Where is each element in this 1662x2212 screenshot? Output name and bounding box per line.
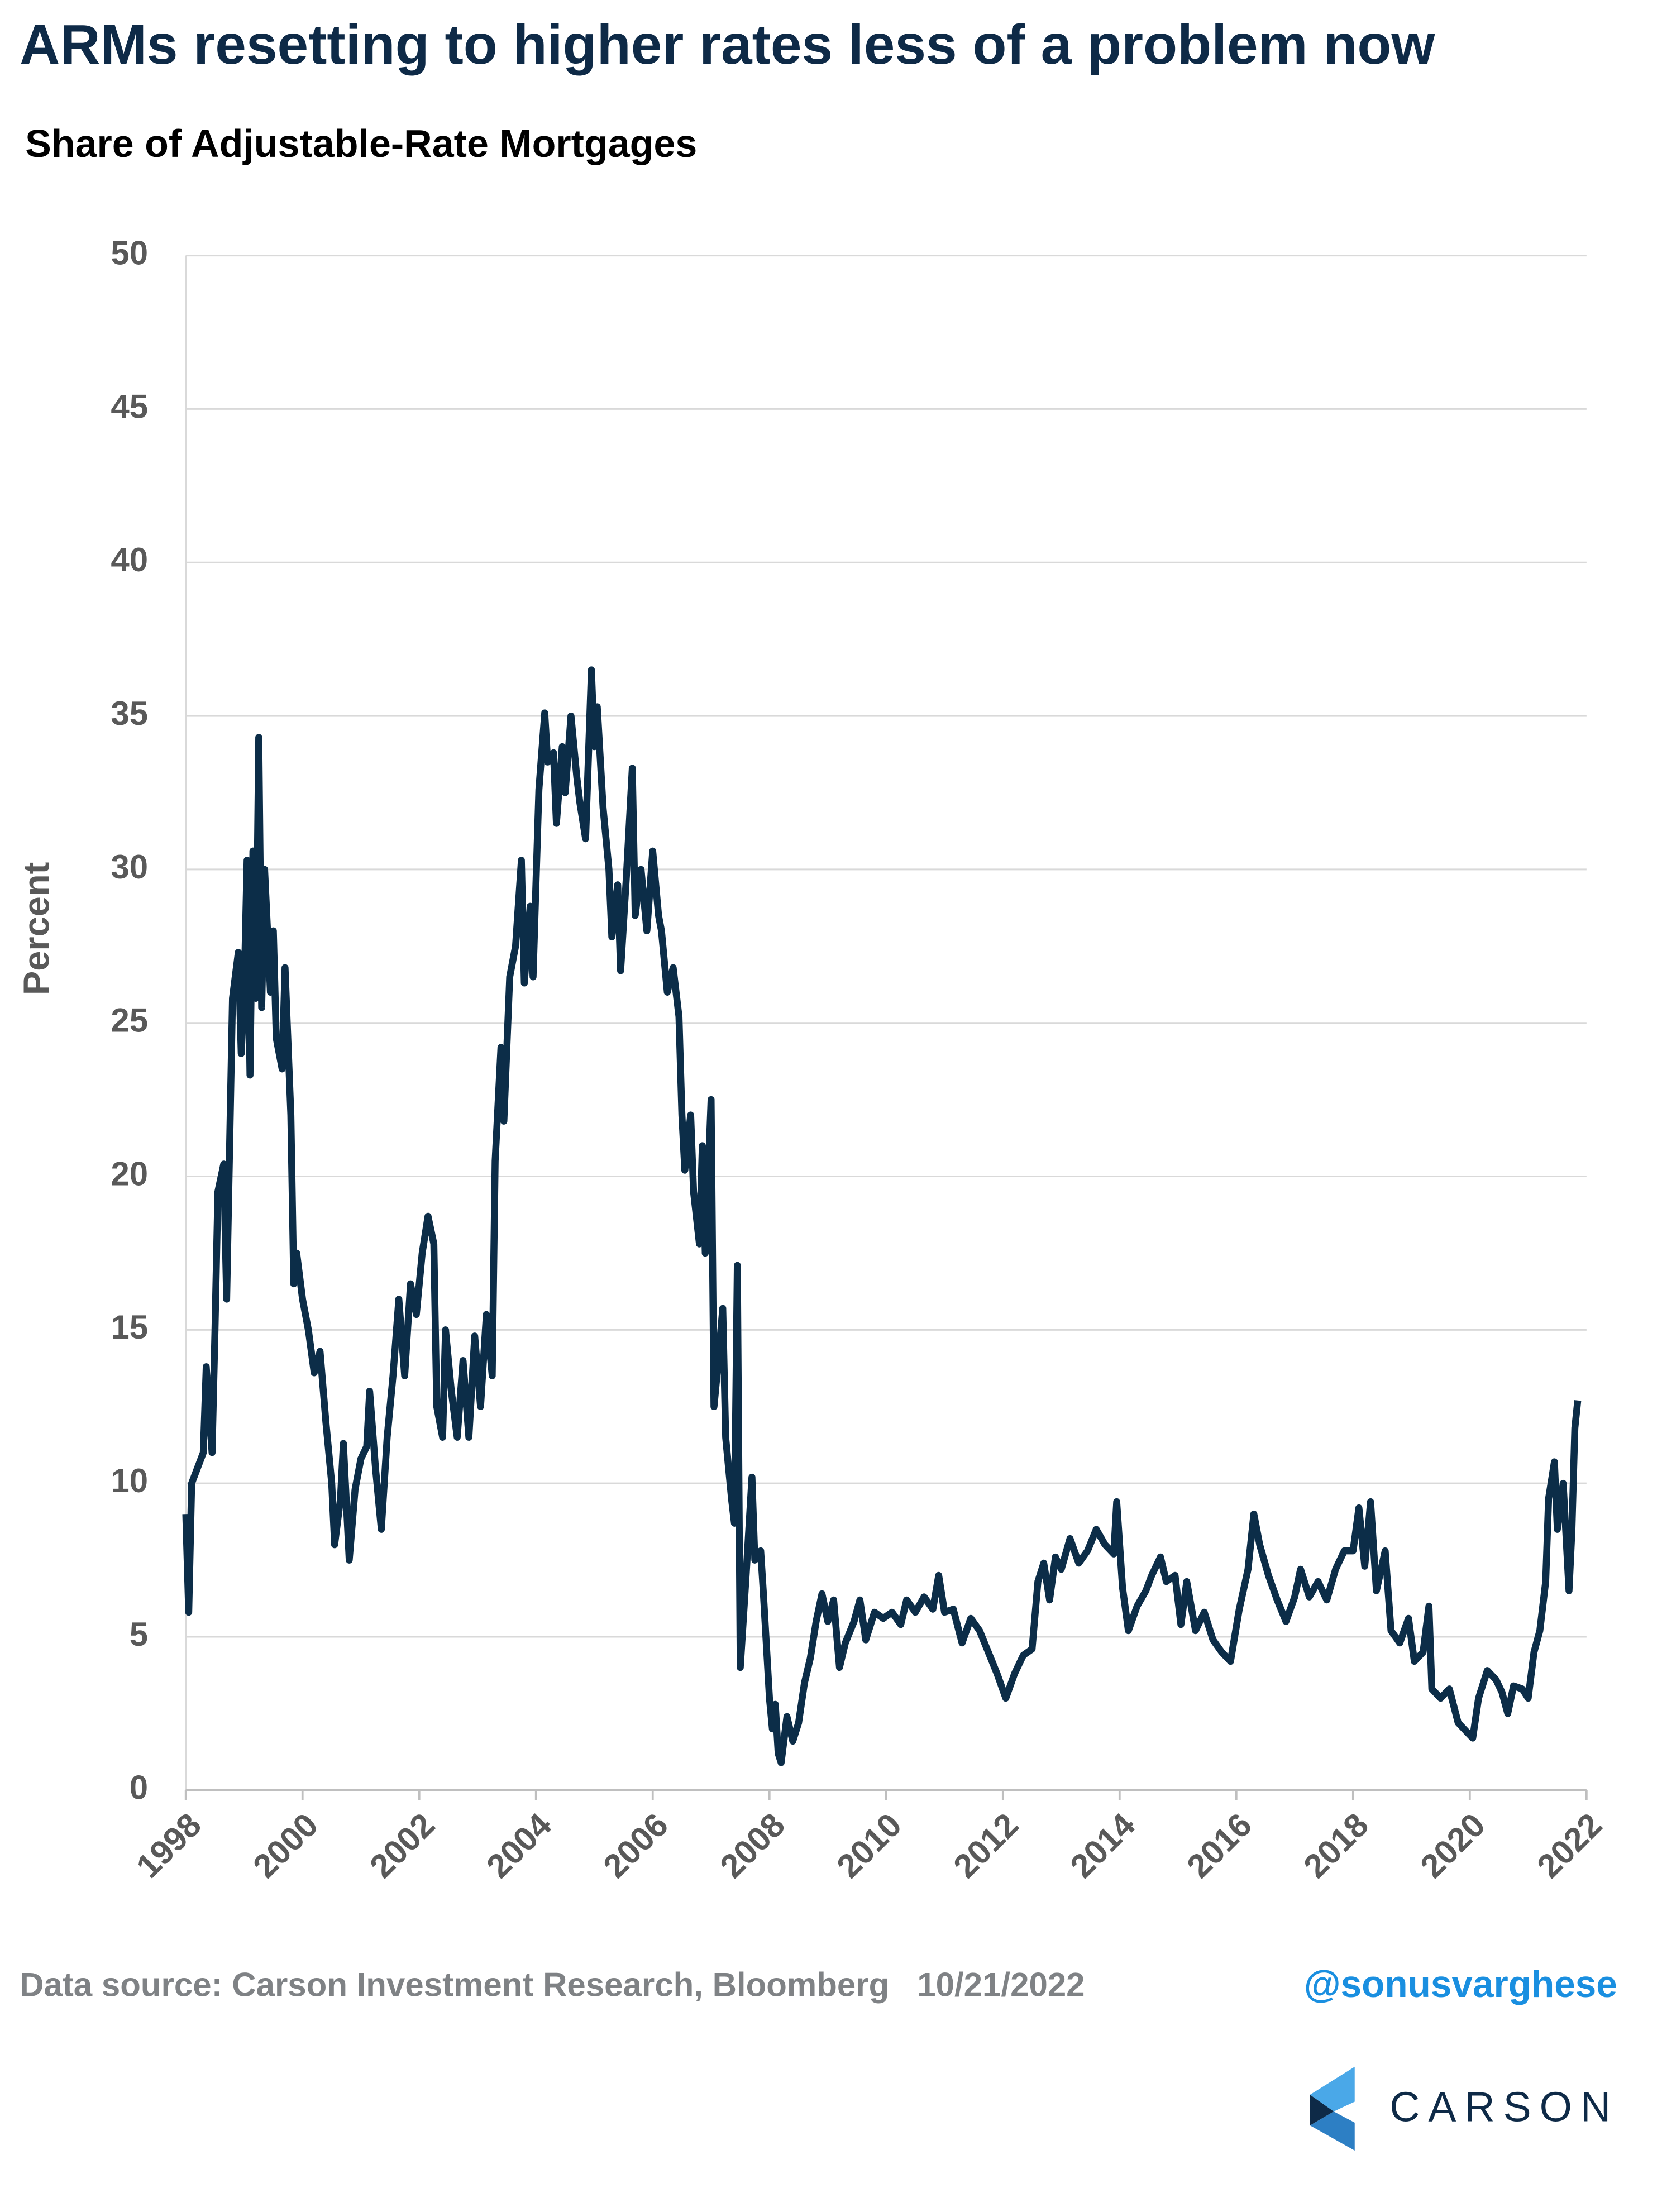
chart-title: ARMs resetting to higher rates less of a…	[20, 13, 1435, 76]
x-tick-label: 2002	[362, 1806, 442, 1885]
x-tick-label: 1998	[129, 1806, 208, 1885]
source-note: Data source: Carson Investment Research,…	[20, 1966, 1085, 2003]
x-tick-label: 2016	[1179, 1806, 1259, 1885]
y-tick-label: 15	[111, 1308, 148, 1346]
handle: @sonusvarghese	[1304, 1963, 1617, 2005]
y-tick-label: 0	[130, 1769, 148, 1807]
x-tick-label: 2004	[479, 1805, 558, 1885]
y-axis-label: Percent	[16, 862, 56, 995]
x-tick-label: 2020	[1413, 1806, 1492, 1885]
x-tick-label: 2022	[1530, 1806, 1609, 1885]
x-tick-label: 2006	[596, 1806, 675, 1885]
y-tick-label: 20	[111, 1155, 148, 1192]
y-tick-label: 25	[111, 1002, 148, 1039]
x-tick-label: 2018	[1296, 1806, 1376, 1885]
x-tick-label: 2008	[713, 1806, 792, 1885]
y-tick-label: 45	[111, 388, 148, 425]
y-tick-label: 5	[130, 1616, 148, 1653]
y-tick-label: 40	[111, 541, 148, 579]
x-tick-label: 2000	[246, 1806, 325, 1885]
x-tick-label: 2012	[946, 1806, 1025, 1885]
x-tick-label: 2014	[1063, 1805, 1142, 1885]
data-line	[182, 666, 1582, 1766]
logo-text: CARSON	[1389, 2083, 1619, 2130]
y-tick-label: 30	[111, 848, 148, 886]
y-tick-label: 50	[111, 234, 148, 271]
y-tick-label: 35	[111, 695, 148, 732]
y-tick-label: 10	[111, 1462, 148, 1499]
chart-subtitle: Share of Adjustable-Rate Mortgages	[25, 122, 697, 165]
x-tick-label: 2010	[829, 1806, 909, 1885]
logo-icon	[1310, 2066, 1355, 2151]
